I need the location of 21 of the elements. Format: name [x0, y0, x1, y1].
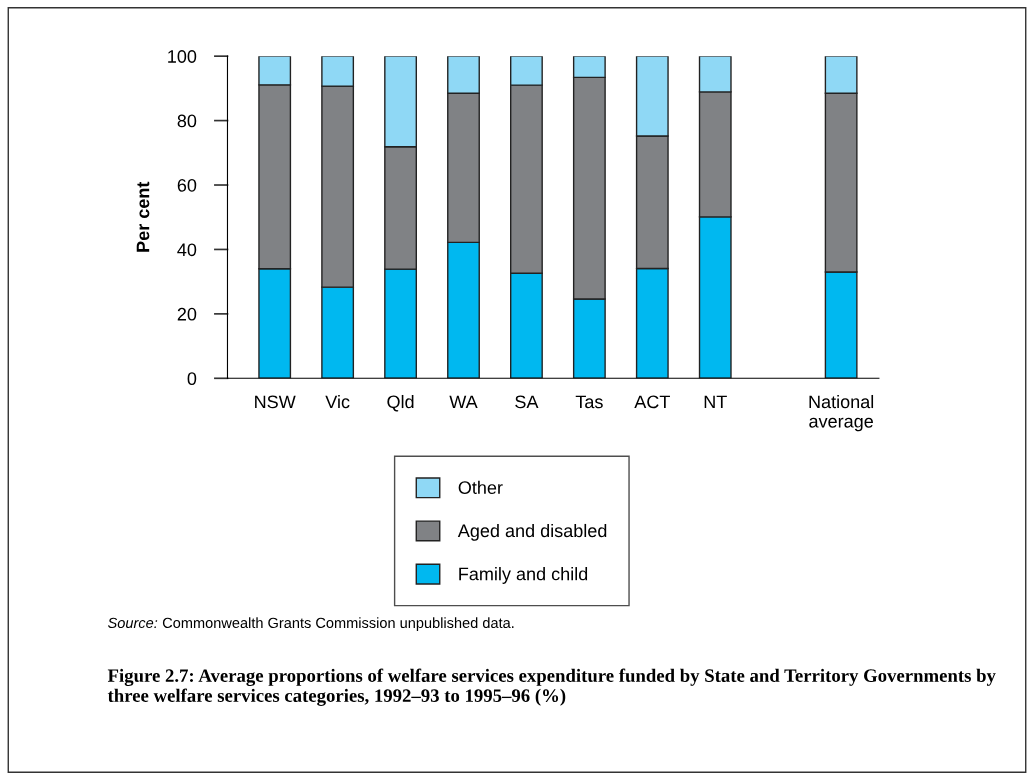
x-tick-label: Vic	[325, 394, 350, 409]
x-tick-label: SA	[515, 395, 539, 409]
legend-label: Other	[458, 480, 503, 495]
legend-label: Family and child	[459, 567, 588, 584]
y-tick-label: 20	[177, 307, 197, 321]
source-note: Source: Commonwealth Grants Commission unpublished data.	[107, 617, 514, 631]
y-tick-label: 40	[177, 243, 197, 257]
y-tick-label: 100	[168, 50, 197, 63]
x-tick-label: NT	[704, 395, 727, 409]
y-tick-label: 60	[177, 178, 197, 192]
text: Figure 2.7: Average proportions of welfare services expenditure funded by State and Territory Governments by three welfare services categories, 1992–93 to 1995–96 (%)	[107, 668, 996, 706]
x-tick-label: National average	[809, 394, 874, 432]
legend-label: Aged and disabled	[457, 523, 607, 541]
y-axis-title: Per cent	[136, 181, 150, 252]
y-tick-label: 0	[187, 372, 197, 386]
x-tick-label: WA	[449, 395, 478, 409]
y-tick-label: 80	[177, 114, 197, 128]
x-tick-label: Qld	[387, 394, 414, 412]
x-tick-label: NSW	[255, 395, 296, 409]
x-tick-label: ACT	[634, 395, 670, 409]
x-tick-label: Tas	[575, 395, 603, 409]
